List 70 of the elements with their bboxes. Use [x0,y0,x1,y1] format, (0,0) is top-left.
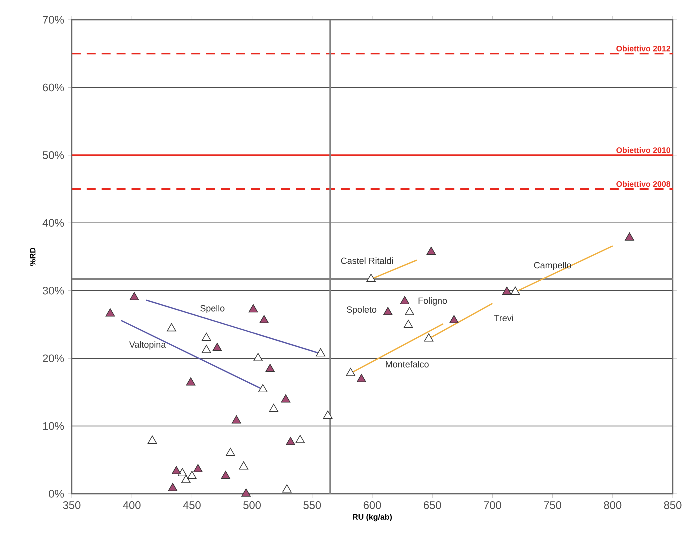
point [404,320,414,328]
x-tick-label: 500 [244,502,261,510]
y-tick-label: 10% [43,422,64,430]
point [186,378,196,386]
annotation: Castel Ritaldi [341,258,394,264]
point [266,364,275,372]
point [106,308,116,317]
point [426,246,436,256]
y-tick-label: 20% [43,354,64,362]
point [400,296,410,305]
point [221,471,231,480]
point [258,384,268,393]
point [194,464,203,472]
point [281,394,291,403]
x-tick-label: 400 [123,502,141,510]
annotation: Montefalco [386,361,429,368]
y-tick-label: 70% [43,16,64,24]
x-tick-label: 350 [63,502,81,510]
point [405,307,414,316]
point [148,436,158,444]
point [282,484,292,493]
y-tick-label: 0% [49,490,64,498]
point [286,437,296,446]
annotation: Foligno [418,298,448,306]
point [502,286,512,296]
y-tick-label: 30% [42,286,64,295]
point [182,475,191,484]
y-tick-label: 50% [43,152,64,160]
point [383,307,393,316]
point [212,343,222,352]
point [254,353,263,362]
point [269,404,279,412]
annotation: Spello [200,305,225,314]
x-tick-label: 550 [304,502,322,510]
x-tick-label: 850 [664,502,682,510]
annotation: Spoleto [346,306,377,315]
point [260,315,269,324]
point [323,410,333,419]
annotation: Campello [534,262,572,270]
point [130,292,140,300]
point [346,368,356,376]
point [248,304,258,313]
point [239,462,249,470]
x-tick-label: 650 [424,502,442,510]
point [316,348,326,357]
point [424,334,434,342]
point [172,466,182,474]
point [167,323,176,332]
point [242,488,251,497]
point [168,483,178,492]
x-tick-label: 450 [183,502,201,510]
y-tick-label: 60% [43,84,64,92]
x-tick-label: 700 [484,502,502,510]
annotation: Trevi [494,314,514,322]
point [625,232,634,241]
point [188,471,197,480]
point [202,345,212,354]
point [226,448,236,456]
y-tick-label: 40% [42,219,64,228]
x-tick-label: 800 [604,502,622,510]
x-tick-label: 750 [544,502,562,510]
point [510,286,520,296]
annotation: Valtopina [129,341,166,350]
point [202,332,212,342]
x-tick-label: 600 [364,502,382,510]
point [232,416,242,424]
point [450,315,459,324]
point [357,374,366,382]
point [296,435,306,444]
point [366,274,376,282]
